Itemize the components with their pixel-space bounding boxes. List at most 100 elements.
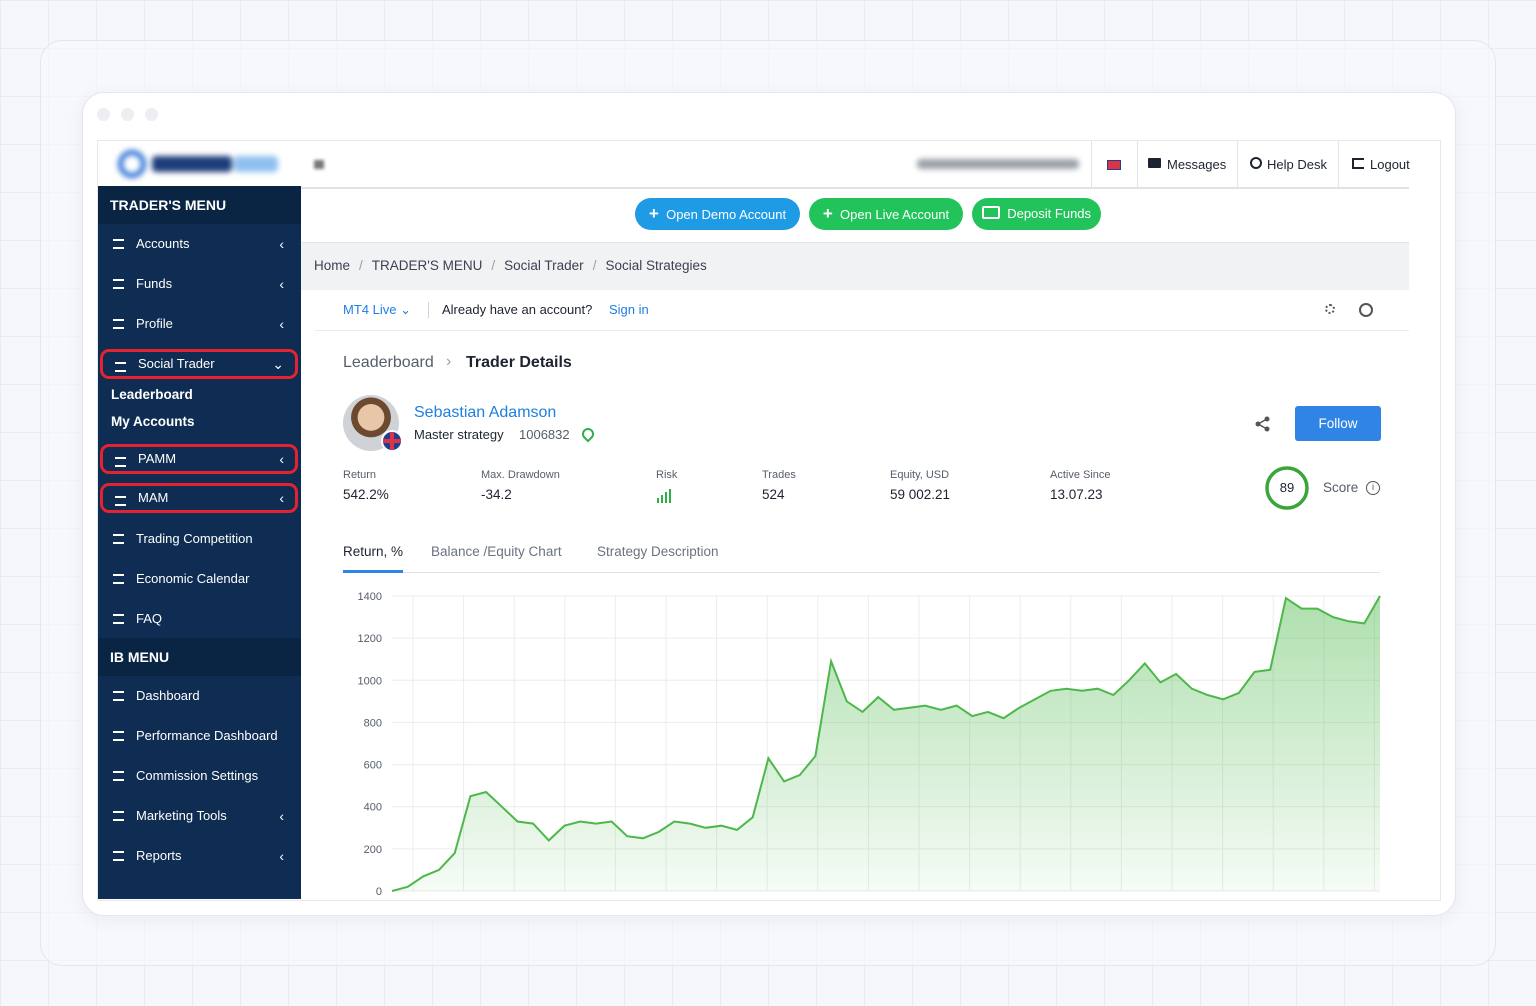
menu-icon xyxy=(113,574,124,584)
stat-label: Equity, USD xyxy=(890,469,950,481)
y-tick-label: 600 xyxy=(364,760,382,772)
menu-icon xyxy=(113,614,124,624)
menu-arrow: ‹ xyxy=(279,276,284,292)
button-label: Deposit Funds xyxy=(1007,206,1092,221)
nav-chevron: › xyxy=(446,353,452,370)
breadcrumb-separator: / xyxy=(359,258,363,273)
sidebar-item[interactable]: MAM ‹ xyxy=(100,483,298,513)
open-demo-button[interactable]: + Open Demo Account xyxy=(635,198,800,230)
score-value: 89 xyxy=(1279,480,1295,495)
sidebar-item[interactable]: Reports ‹ xyxy=(98,841,301,871)
user-name xyxy=(917,159,1079,169)
menu-label: Trading Competition xyxy=(136,531,253,546)
sidebar-item[interactable]: Trading Competition xyxy=(98,524,301,554)
menu-icon xyxy=(115,362,126,372)
logo xyxy=(116,148,282,180)
y-tick-label: 0 xyxy=(376,886,382,898)
menu-arrow: ‹ xyxy=(279,236,284,252)
language-icon[interactable] xyxy=(1359,303,1373,317)
breadcrumb-item[interactable]: Home xyxy=(314,258,351,273)
risk-bar xyxy=(657,498,659,503)
score-ring xyxy=(1265,466,1309,510)
menu-label: Social Trader xyxy=(138,356,215,371)
stat-value: 524 xyxy=(762,487,785,502)
divider xyxy=(1237,141,1238,187)
line xyxy=(391,595,1381,892)
server-select[interactable]: MT4 Live ⌄ xyxy=(343,302,411,317)
score-label: Score xyxy=(1323,480,1359,495)
submenu-item[interactable]: Leaderboard xyxy=(111,387,193,402)
risk-bar xyxy=(665,492,667,503)
share-icon[interactable] xyxy=(1255,416,1271,432)
menu-arrow: ‹ xyxy=(279,808,284,824)
y-tick-label: 1200 xyxy=(358,633,382,645)
deposit-button[interactable]: Deposit Funds xyxy=(972,198,1101,230)
leaderboard-link[interactable]: Leaderboard xyxy=(343,354,434,371)
tab[interactable]: Return, % xyxy=(343,544,404,559)
breadcrumb-item[interactable]: Social Trader xyxy=(504,258,584,273)
trader-name[interactable]: Sebastian Adamson xyxy=(414,404,557,421)
info-icon[interactable]: i xyxy=(1366,481,1380,495)
sidebar-item[interactable]: Commission Settings xyxy=(98,761,301,791)
open-live-button[interactable]: + Open Live Account xyxy=(809,198,963,230)
window-dot xyxy=(121,108,134,121)
menu-label: FAQ xyxy=(136,611,163,626)
divider xyxy=(428,302,429,318)
y-tick-label: 200 xyxy=(364,844,382,856)
breadcrumb-item[interactable]: TRADER'S MENU xyxy=(371,258,483,273)
menu-label: Performance Dashboard xyxy=(136,728,278,743)
stat-label: Max. Drawdown xyxy=(481,469,560,481)
sidebar-item[interactable]: Funds ‹ xyxy=(98,269,301,299)
y-tick-label: 1400 xyxy=(358,591,382,603)
logout-link[interactable]: Logout xyxy=(1370,157,1410,172)
menu-icon xyxy=(115,457,126,467)
window-dot xyxy=(145,108,158,121)
logout-icon xyxy=(1352,158,1364,169)
menu-arrow: ⌄ xyxy=(272,356,284,372)
menu-icon xyxy=(113,691,124,701)
menu-icon xyxy=(113,279,124,289)
tab[interactable]: Strategy Description xyxy=(597,544,719,559)
risk-bar xyxy=(661,495,663,503)
sidebar-item[interactable]: Marketing Tools ‹ xyxy=(98,801,301,831)
stat-value: 59 002.21 xyxy=(890,487,951,502)
stat-label: Risk xyxy=(656,469,678,481)
help-desk-link[interactable]: Help Desk xyxy=(1267,157,1327,172)
sidebar-item[interactable]: Accounts ‹ xyxy=(98,229,301,259)
theme-icon[interactable] xyxy=(1325,304,1335,314)
divider xyxy=(1338,141,1339,187)
menu-label: Reports xyxy=(136,848,182,863)
breadcrumb: Home / TRADER'S MENU / Social Trader / Social … xyxy=(314,258,707,273)
sidebar-item[interactable]: Economic Calendar xyxy=(98,564,301,594)
mail-icon xyxy=(1148,158,1161,168)
submenu-item[interactable]: My Accounts xyxy=(111,414,195,429)
sidebar-item[interactable]: Social Trader ⌄ xyxy=(100,349,298,379)
menu-icon xyxy=(113,239,124,249)
menu-label: Commission Settings xyxy=(136,768,259,783)
sidebar-item[interactable]: PAMM ‹ xyxy=(100,444,298,474)
messages-link[interactable]: Messages xyxy=(1167,157,1227,172)
sidebar-item[interactable]: Profile ‹ xyxy=(98,309,301,339)
stat-value: -34.2 xyxy=(481,487,512,502)
follow-button[interactable]: Follow xyxy=(1295,406,1381,441)
sidebar-item[interactable]: Performance Dashboard xyxy=(98,721,301,751)
breadcrumb-separator: / xyxy=(491,258,496,273)
menu-toggle[interactable] xyxy=(314,160,324,169)
tab-underline xyxy=(343,572,1380,573)
breadcrumb-item: Social Strategies xyxy=(605,258,707,273)
strategy-id: 1006832 xyxy=(519,427,570,442)
sidebar: TRADER'S MENU Accounts ‹ Funds ‹ Profile ‹ Soci… xyxy=(98,186,301,899)
menu-icon xyxy=(113,534,124,544)
menu-label: MAM xyxy=(138,490,169,505)
signin-link[interactable]: Sign in xyxy=(609,302,649,317)
menu-arrow: ‹ xyxy=(279,848,284,864)
flag-uk[interactable] xyxy=(1107,160,1121,170)
sidebar-item[interactable]: FAQ xyxy=(98,604,301,634)
sidebar-item[interactable]: Dashboard xyxy=(98,681,301,711)
divider xyxy=(1137,141,1138,187)
menu-label: Economic Calendar xyxy=(136,571,250,586)
menu-label: Profile xyxy=(136,316,173,331)
tab[interactable]: Balance /Equity Chart xyxy=(431,544,562,559)
breadcrumb-bar xyxy=(301,242,1409,290)
